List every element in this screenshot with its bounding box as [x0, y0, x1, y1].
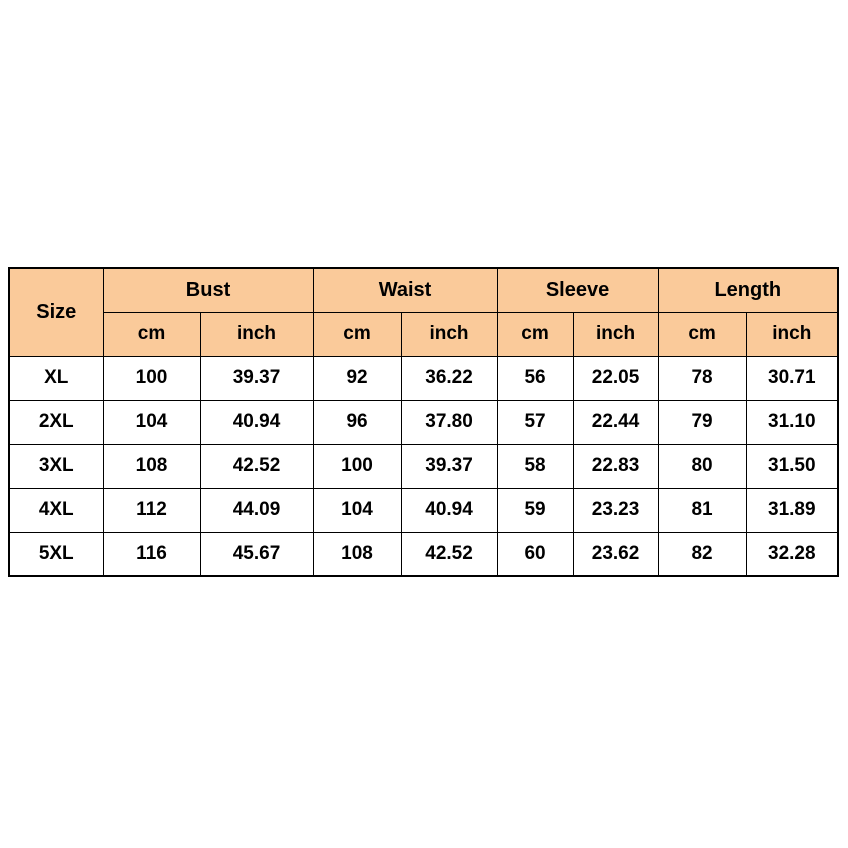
length-inch-cell: 31.50	[745, 443, 839, 489]
size-cell: 3XL	[8, 443, 104, 489]
waist-inch-header: inch	[400, 311, 498, 357]
sleeve-cm-cell: 58	[496, 443, 574, 489]
length-inch-cell: 31.89	[745, 487, 839, 533]
length-cm-cell: 79	[657, 399, 747, 445]
length-cm-cell: 82	[657, 531, 747, 577]
sleeve-cm-cell: 56	[496, 355, 574, 401]
waist-inch-cell: 42.52	[400, 531, 498, 577]
size-column-header: Size	[8, 267, 104, 357]
sleeve-inch-header: inch	[572, 311, 659, 357]
size-chart-table: Size Bust Waist Sleeve Length cm inch cm…	[8, 267, 840, 577]
bust-group-header: Bust	[102, 267, 314, 313]
sleeve-inch-cell: 22.05	[572, 355, 659, 401]
waist-inch-cell: 36.22	[400, 355, 498, 401]
sleeve-cm-cell: 59	[496, 487, 574, 533]
bust-inch-cell: 44.09	[199, 487, 314, 533]
table-row: 3XL 108 42.52 100 39.37 58 22.83 80 31.5…	[8, 443, 839, 489]
bust-cm-cell: 116	[102, 531, 201, 577]
sleeve-group-header: Sleeve	[496, 267, 659, 313]
waist-cm-cell: 92	[312, 355, 402, 401]
sleeve-cm-cell: 57	[496, 399, 574, 445]
bust-cm-cell: 100	[102, 355, 201, 401]
sleeve-inch-cell: 23.62	[572, 531, 659, 577]
table-row: 2XL 104 40.94 96 37.80 57 22.44 79 31.10	[8, 399, 839, 445]
size-cell: XL	[8, 355, 104, 401]
sleeve-inch-cell: 22.44	[572, 399, 659, 445]
size-chart: Size Bust Waist Sleeve Length cm inch cm…	[8, 267, 840, 577]
waist-cm-cell: 104	[312, 487, 402, 533]
size-cell: 4XL	[8, 487, 104, 533]
waist-inch-cell: 37.80	[400, 399, 498, 445]
sleeve-cm-cell: 60	[496, 531, 574, 577]
waist-cm-cell: 96	[312, 399, 402, 445]
bust-inch-cell: 40.94	[199, 399, 314, 445]
waist-cm-header: cm	[312, 311, 402, 357]
sleeve-inch-cell: 22.83	[572, 443, 659, 489]
bust-inch-cell: 45.67	[199, 531, 314, 577]
table-row: 4XL 112 44.09 104 40.94 59 23.23 81 31.8…	[8, 487, 839, 533]
size-cell: 2XL	[8, 399, 104, 445]
bust-inch-header: inch	[199, 311, 314, 357]
bust-inch-cell: 42.52	[199, 443, 314, 489]
bust-cm-header: cm	[102, 311, 201, 357]
length-inch-cell: 30.71	[745, 355, 839, 401]
waist-cm-cell: 108	[312, 531, 402, 577]
sleeve-inch-cell: 23.23	[572, 487, 659, 533]
header-unit-row: cm inch cm inch cm inch cm inch	[9, 311, 839, 357]
table-row: 5XL 116 45.67 108 42.52 60 23.62 82 32.2…	[8, 531, 839, 577]
length-inch-cell: 31.10	[745, 399, 839, 445]
length-inch-cell: 32.28	[745, 531, 839, 577]
length-inch-header: inch	[745, 311, 839, 357]
bust-cm-cell: 104	[102, 399, 201, 445]
length-cm-cell: 80	[657, 443, 747, 489]
bust-cm-cell: 112	[102, 487, 201, 533]
length-group-header: Length	[657, 267, 839, 313]
length-cm-cell: 81	[657, 487, 747, 533]
bust-inch-cell: 39.37	[199, 355, 314, 401]
bust-cm-cell: 108	[102, 443, 201, 489]
length-cm-cell: 78	[657, 355, 747, 401]
size-cell: 5XL	[8, 531, 104, 577]
length-cm-header: cm	[657, 311, 747, 357]
waist-inch-cell: 40.94	[400, 487, 498, 533]
table-row: XL 100 39.37 92 36.22 56 22.05 78 30.71	[8, 355, 839, 401]
waist-cm-cell: 100	[312, 443, 402, 489]
header-group-row: Size Bust Waist Sleeve Length	[8, 267, 839, 357]
sleeve-cm-header: cm	[496, 311, 574, 357]
waist-inch-cell: 39.37	[400, 443, 498, 489]
waist-group-header: Waist	[312, 267, 498, 313]
